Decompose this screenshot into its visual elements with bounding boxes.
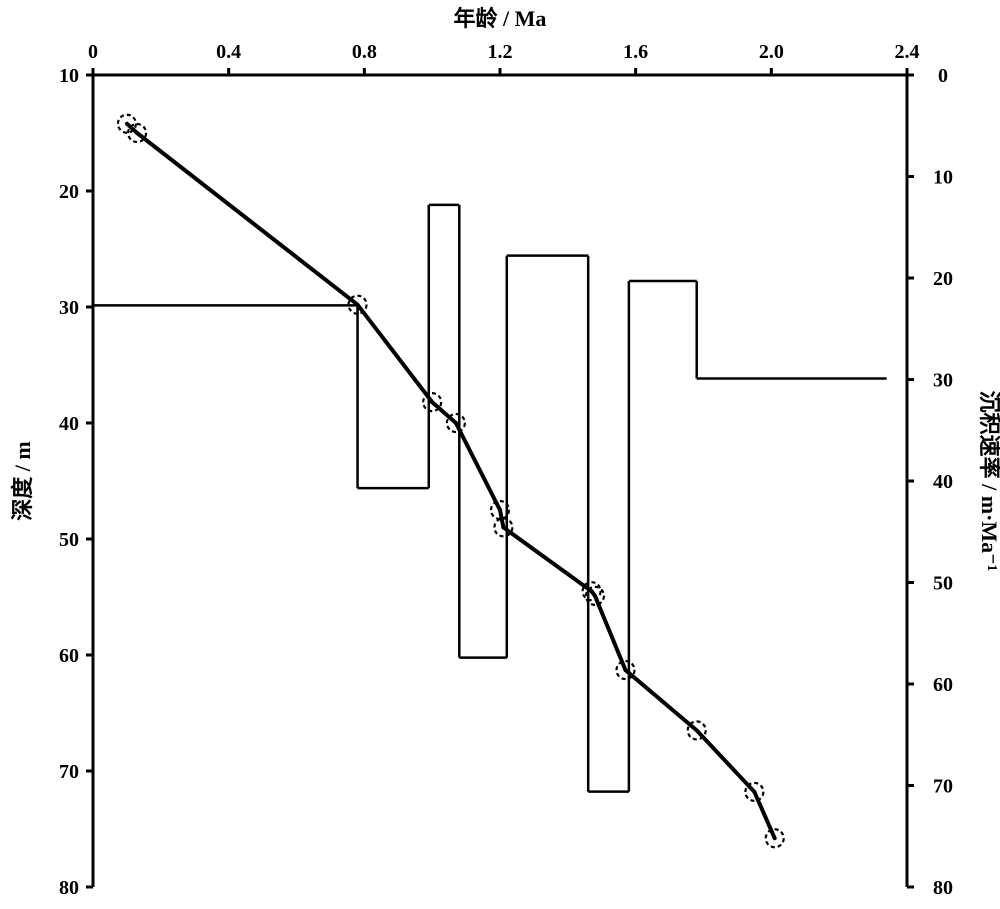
y-right-tick-label: 20 bbox=[933, 268, 953, 290]
y-right-tick-label: 40 bbox=[933, 471, 953, 493]
y-left-tick-label: 40 bbox=[59, 413, 79, 435]
age-depth-point bbox=[126, 122, 148, 144]
y-right-tick-label: 10 bbox=[933, 167, 953, 189]
y-left-tick-label: 10 bbox=[59, 65, 79, 87]
series-layer bbox=[93, 113, 887, 849]
age-depth-segment bbox=[498, 508, 506, 530]
x-axis-title: 年龄 / Ma bbox=[454, 6, 547, 31]
axes-group bbox=[86, 68, 914, 889]
y-left-tick-label: 30 bbox=[59, 297, 79, 319]
y-right-tick-label: 70 bbox=[933, 776, 953, 798]
age-depth-point bbox=[764, 828, 785, 849]
age-depth-point bbox=[744, 781, 765, 802]
x-tick-label: 2.4 bbox=[895, 41, 920, 63]
age-depth-segment bbox=[752, 789, 777, 841]
age-depth-segment bbox=[453, 421, 502, 512]
y-right-tick-label: 30 bbox=[933, 370, 953, 392]
y-right-tick-label: 80 bbox=[933, 877, 953, 899]
age-depth-segment bbox=[430, 400, 458, 425]
y-left-tick-label: 80 bbox=[59, 877, 79, 899]
labels-group: 0 0.4 0.8 1.2 1.6 2.0 2.4 10 20 30 40 50 60 70 80 0 10 20… bbox=[10, 6, 1000, 899]
age-depth-point bbox=[422, 392, 443, 413]
age-depth-segment bbox=[592, 593, 628, 673]
y-right-axis-title: 沉积速率 / m·Ma⁻¹ bbox=[977, 391, 1000, 572]
y-right-tick-label: 0 bbox=[938, 65, 948, 87]
age-depth-point bbox=[581, 581, 602, 602]
age-depth-point bbox=[116, 113, 138, 134]
x-tick-label: 1.6 bbox=[623, 41, 648, 63]
age-depth-segment bbox=[355, 302, 435, 405]
y-left-tick-label: 50 bbox=[59, 529, 79, 551]
age-depth-point bbox=[493, 517, 514, 538]
age-depth-point bbox=[445, 412, 467, 434]
y-left-tick-label: 20 bbox=[59, 181, 79, 203]
y-left-axis-title: 深度 / m bbox=[10, 441, 35, 520]
x-tick-label: 2.0 bbox=[759, 41, 784, 63]
x-tick-label: 0.8 bbox=[352, 41, 377, 63]
x-tick-label: 0 bbox=[88, 41, 98, 63]
age-depth-point bbox=[615, 659, 636, 681]
age-depth-segment bbox=[694, 728, 757, 794]
x-tick-label: 0.4 bbox=[216, 41, 241, 63]
age-depth-segment bbox=[623, 668, 699, 733]
y-right-tick-label: 50 bbox=[933, 573, 953, 595]
y-left-tick-label: 70 bbox=[59, 761, 79, 783]
age-depth-point bbox=[686, 720, 707, 741]
age-depth-segment bbox=[501, 525, 594, 594]
age-depth-point bbox=[347, 294, 368, 315]
y-left-tick-label: 60 bbox=[59, 645, 79, 667]
age-depth-point bbox=[584, 585, 606, 606]
y-right-tick-label: 60 bbox=[933, 674, 953, 696]
x-tick-label: 1.2 bbox=[488, 41, 513, 63]
age-depth-segment bbox=[124, 121, 140, 135]
age-depth-segment bbox=[135, 131, 360, 307]
